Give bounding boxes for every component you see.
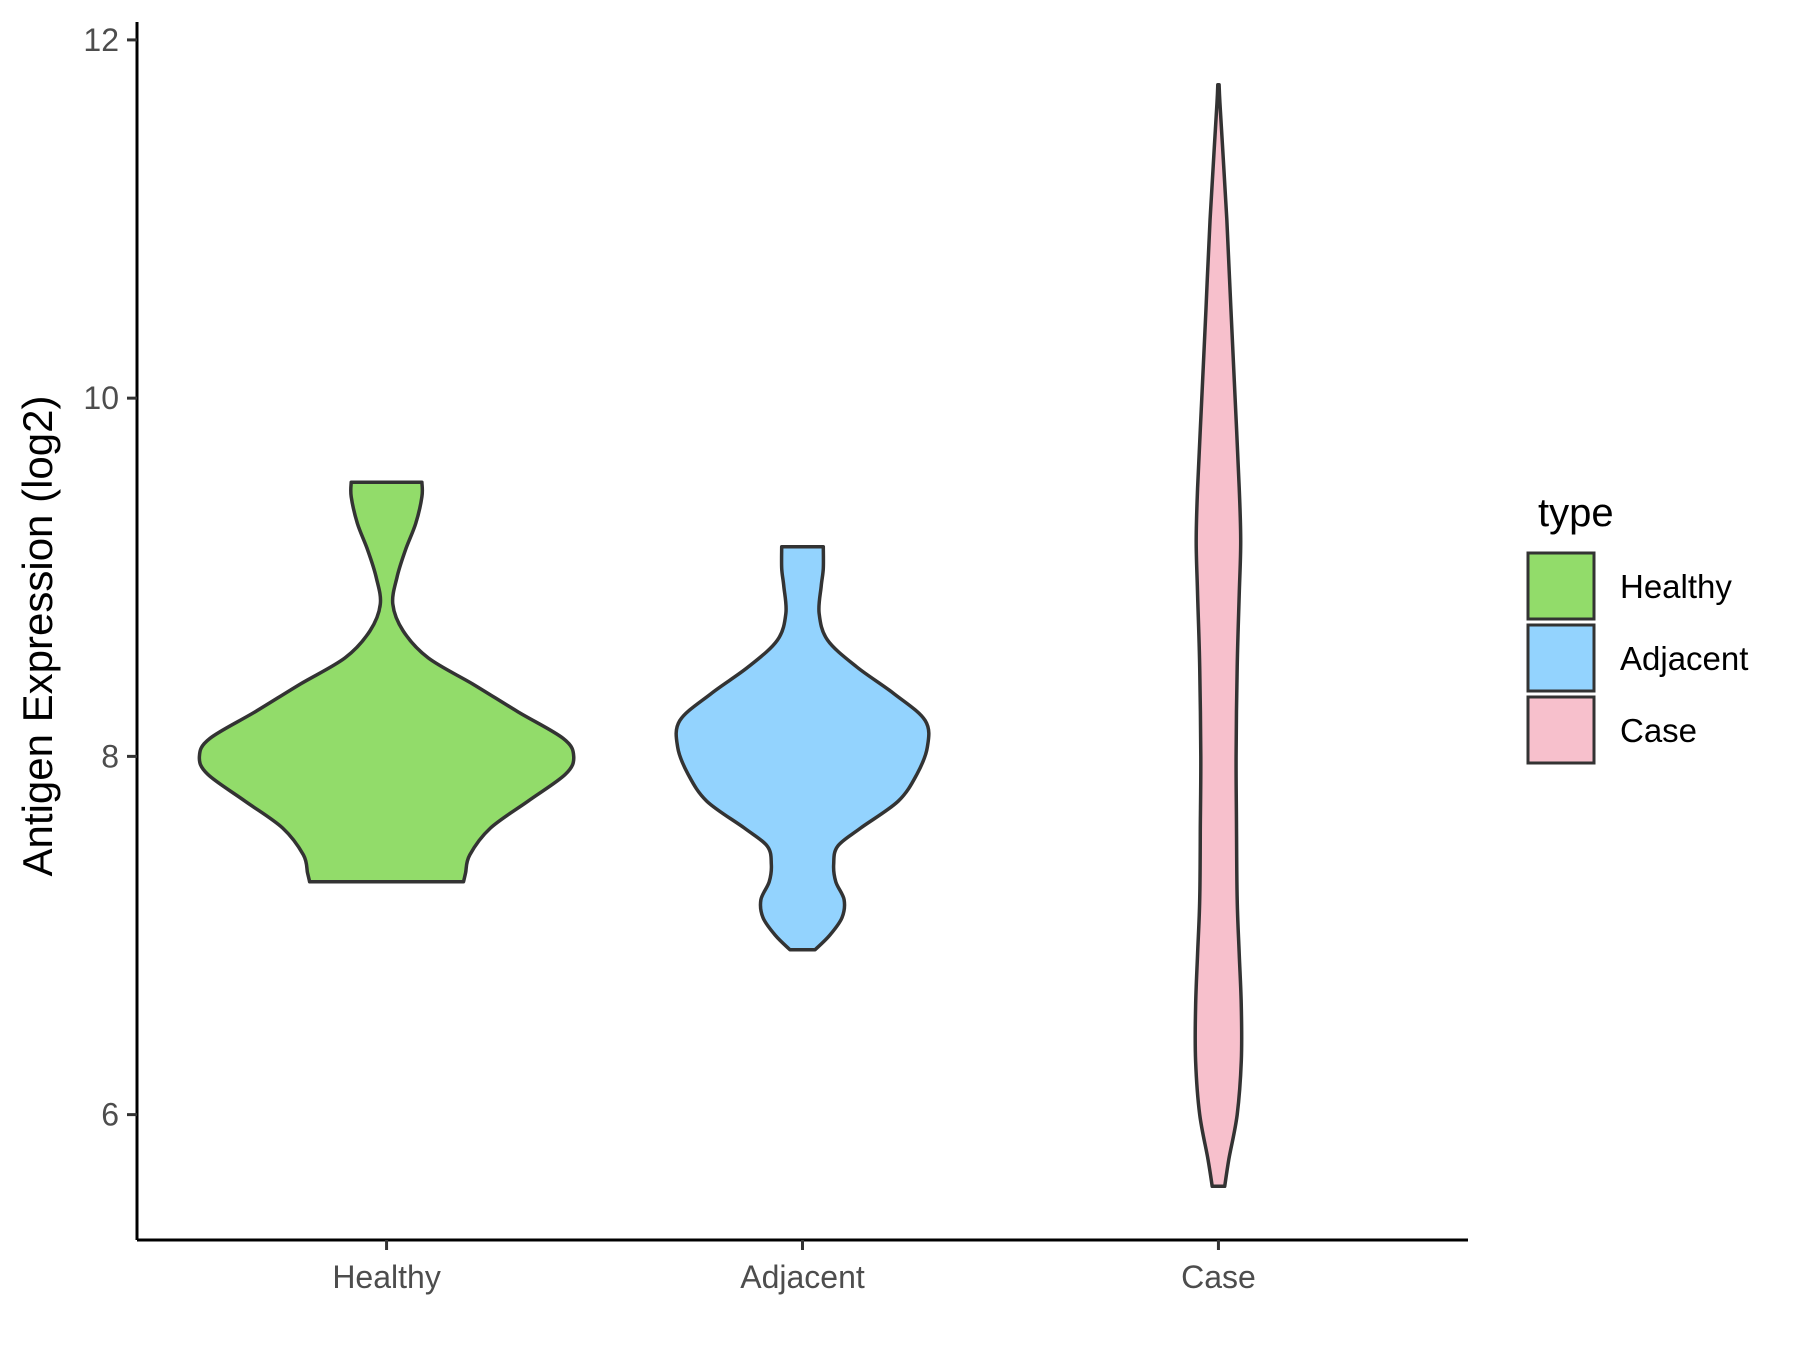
x-tick-label: Case (1181, 1259, 1256, 1295)
violin-case (1193, 82, 1244, 1189)
legend-key-healthy (1526, 551, 1596, 621)
y-tick-label: 10 (83, 380, 119, 416)
y-tick-label: 6 (101, 1097, 119, 1133)
violin-layer (197, 82, 1244, 1189)
legend-key-adjacent (1526, 623, 1596, 693)
y-tick-label: 12 (83, 22, 119, 58)
axes: 6 8 10 12 Healthy Adjacent Case (83, 22, 1468, 1295)
x-tick-label: Adjacent (740, 1259, 865, 1295)
violin-adjacent (674, 545, 931, 952)
x-tick-label: Healthy (332, 1259, 441, 1295)
y-axis-title: Antigen Expression (log2) (14, 396, 61, 877)
legend-label-case: Case (1620, 712, 1697, 749)
legend-key-case (1526, 695, 1596, 765)
legend-title: type (1538, 491, 1614, 535)
legend-label-healthy: Healthy (1620, 568, 1732, 605)
legend: type Healthy Adjacent Case (1526, 491, 1748, 765)
legend-label-adjacent: Adjacent (1620, 640, 1748, 677)
y-tick-label: 8 (101, 738, 119, 774)
violin-healthy (197, 480, 576, 884)
